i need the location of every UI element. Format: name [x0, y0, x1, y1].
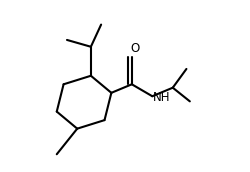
Text: O: O: [130, 42, 140, 55]
Text: NH: NH: [153, 92, 171, 104]
